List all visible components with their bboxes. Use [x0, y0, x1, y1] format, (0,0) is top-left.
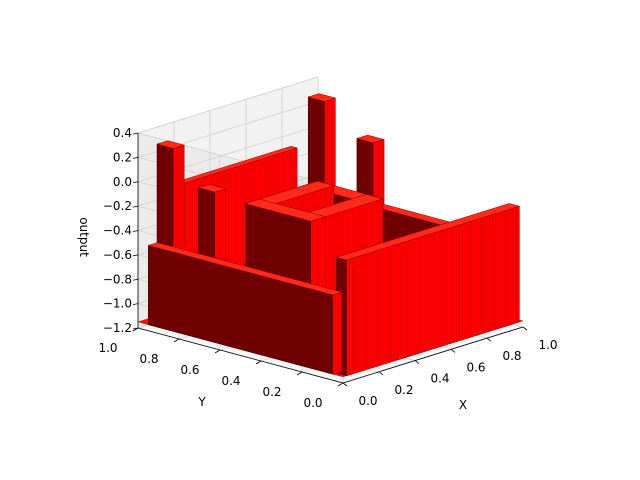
y-tick-label: 0.2 [262, 385, 281, 399]
x-tick-mark [486, 337, 492, 342]
x-tick-label: 0.6 [466, 360, 485, 374]
y-tick-mark [173, 338, 180, 343]
block-top-face [156, 140, 186, 149]
block-front-face [332, 291, 343, 375]
z-tick-mark [132, 303, 139, 306]
x-tick-mark [450, 349, 456, 353]
y-axis-label: Y [197, 395, 206, 409]
block-left-wall [147, 242, 343, 375]
x-tick-mark [414, 360, 420, 364]
z-tick-mark [132, 278, 139, 281]
z-tick-mark [132, 327, 139, 330]
tick-labels: 0.0 0.2 0.4 0.6 0.8 1.0 0.0 0.2 0.4 0.6 0.8 1.0 −1.2… [98, 126, 557, 410]
y-tick-mark [296, 371, 303, 376]
z-tick-mark [132, 230, 139, 232]
x-axis-line [342, 326, 524, 384]
y-tick-mark [214, 349, 221, 354]
surface [137, 93, 524, 378]
z-tick-label: −0.8 [103, 272, 132, 286]
z-tick-label: −0.2 [103, 199, 132, 213]
z-tick-mark [132, 181, 139, 184]
z-tick-mark [132, 254, 139, 257]
x-tick-label: 0.0 [358, 394, 377, 408]
x-tick-label: 0.4 [430, 372, 449, 386]
y-tick-label: 0.8 [139, 352, 158, 366]
y-axis-line [137, 327, 344, 384]
z-tick-label: −0.4 [103, 224, 132, 238]
x-tick-mark [378, 371, 384, 376]
block-top-face [335, 203, 521, 261]
x-tick-label: 0.2 [394, 383, 413, 397]
z-tick-mark [132, 156, 139, 159]
z-tick-label: 0.4 [113, 126, 132, 140]
y-tick-label: 0.6 [180, 363, 199, 377]
y-tick-label: 1.0 [98, 341, 117, 355]
z-tick-mark [132, 205, 139, 208]
z-tick-label: 0.0 [113, 175, 132, 189]
x-tick-label: 0.8 [502, 349, 521, 363]
y-tick-label: 0.4 [221, 374, 240, 388]
block-front-wall-front [335, 203, 521, 377]
block-top-face [197, 184, 227, 193]
y-tick-label: 0.0 [303, 396, 322, 410]
y-tick-mark [337, 382, 344, 387]
z-axis-label: output [77, 217, 91, 257]
z-tick-label: −1.0 [103, 297, 132, 311]
z-tick-label: 0.2 [113, 150, 132, 164]
block-top-face [307, 93, 337, 102]
block-top-face [355, 134, 386, 144]
z-tick-mark [132, 132, 139, 135]
z-tick-label: −0.6 [103, 248, 132, 262]
x-tick-mark [342, 382, 348, 387]
block-top-face [147, 242, 343, 296]
x-tick-label: 1.0 [538, 338, 557, 352]
y-tick-mark [255, 360, 262, 365]
x-axis-label: X [459, 398, 467, 412]
x-tick-mark [522, 326, 528, 331]
block-top-face [244, 198, 327, 222]
z-tick-label: −1.2 [103, 321, 132, 335]
